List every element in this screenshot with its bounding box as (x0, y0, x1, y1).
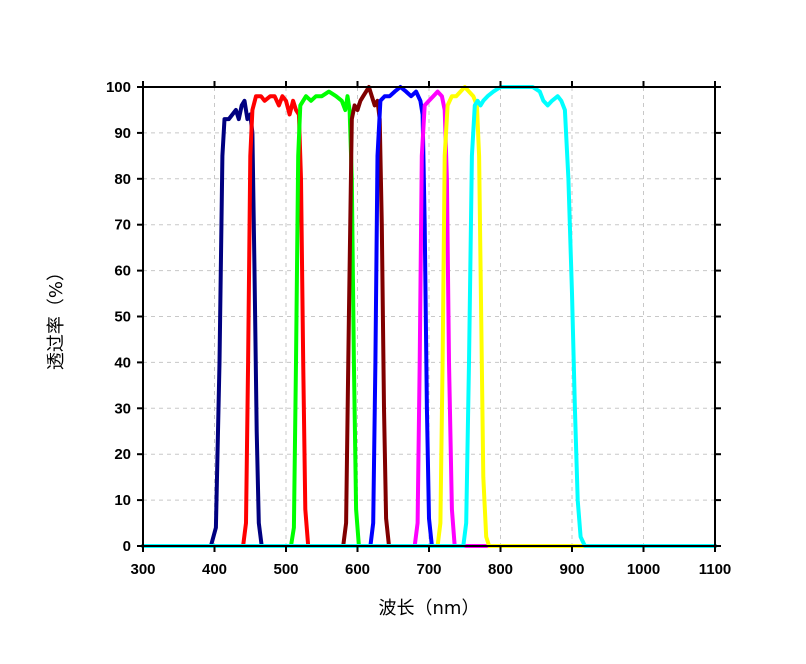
y-tick-label: 30 (114, 400, 131, 417)
series-line-6 (141, 89, 717, 548)
x-tick-label: 1000 (627, 561, 660, 578)
x-tick-labels: 300 400 500 600 700 800 900 1000 1100 (130, 561, 731, 578)
y-tick-label: 20 (114, 446, 131, 463)
y-tick-label: 70 (114, 217, 131, 234)
x-axis-title: 波长（nm） (379, 598, 480, 619)
series-line-3 (141, 89, 717, 548)
y-tick-label: 50 (114, 309, 131, 326)
y-axis-title: 透过率（%） (46, 263, 67, 370)
y-tick-label: 60 (114, 263, 131, 280)
x-tick-label: 900 (559, 561, 584, 578)
x-tick-label: 800 (488, 561, 513, 578)
y-tick-label: 90 (114, 125, 131, 142)
x-tick-label: 300 (130, 561, 155, 578)
series-layer (141, 85, 717, 548)
series-line-2 (141, 94, 717, 548)
y-tick-label: 80 (114, 171, 131, 188)
tick-marks (137, 81, 721, 552)
series-line-1 (141, 98, 717, 548)
y-tick-label: 100 (106, 79, 131, 96)
x-tick-label: 600 (345, 561, 370, 578)
y-tick-labels: 0 10 20 30 40 50 60 70 80 90 100 (106, 79, 131, 555)
series-line-4 (141, 85, 717, 548)
x-tick-label: 700 (416, 561, 441, 578)
x-tick-label: 1100 (699, 561, 732, 578)
y-tick-label: 10 (114, 492, 131, 509)
y-tick-label: 0 (123, 538, 131, 555)
y-tick-label: 40 (114, 354, 131, 371)
x-tick-label: 500 (273, 561, 298, 578)
series-line-5 (141, 85, 717, 548)
x-tick-label: 400 (202, 561, 227, 578)
